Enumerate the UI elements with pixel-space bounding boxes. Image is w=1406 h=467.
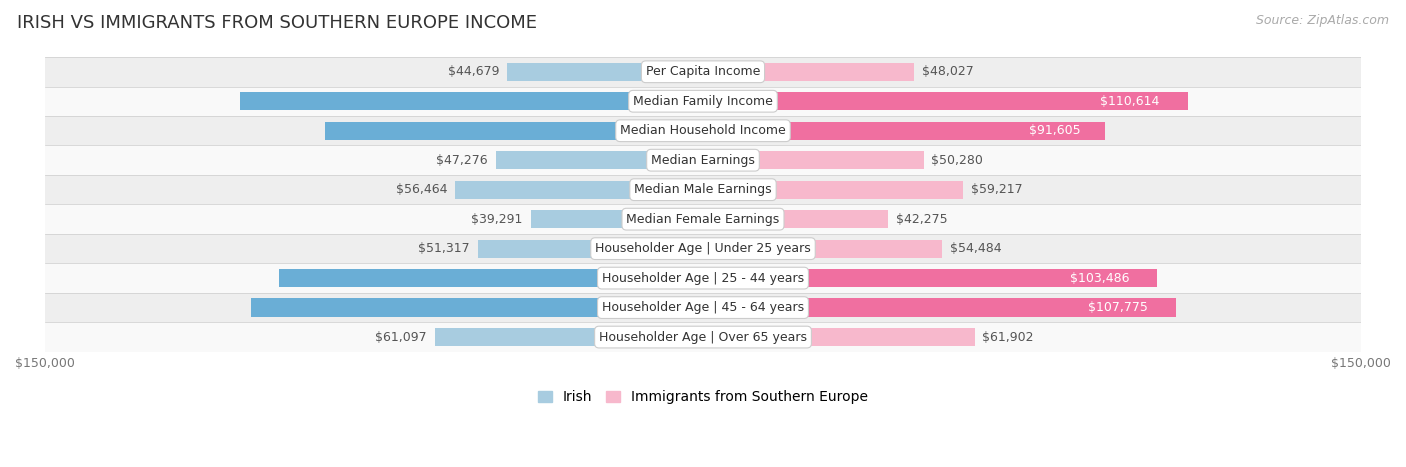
Bar (703, 63, 914, 81)
Text: IRISH VS IMMIGRANTS FROM SOUTHERN EUROPE INCOME: IRISH VS IMMIGRANTS FROM SOUTHERN EUROPE… (17, 14, 537, 32)
Bar (703, 181, 963, 199)
Text: Median Household Income: Median Household Income (620, 124, 786, 137)
Text: $86,145: $86,145 (681, 124, 733, 137)
Text: $61,097: $61,097 (375, 331, 427, 344)
Bar (703, 269, 1157, 287)
Bar (530, 210, 703, 228)
Bar (703, 298, 1175, 317)
Bar (45, 86, 1361, 116)
Bar (45, 293, 1361, 322)
Legend: Irish, Immigrants from Southern Europe: Irish, Immigrants from Southern Europe (533, 385, 873, 410)
Bar (703, 92, 1188, 110)
Bar (45, 322, 1361, 352)
Bar (278, 269, 703, 287)
Bar (456, 181, 703, 199)
Bar (325, 121, 703, 140)
Bar (45, 116, 1361, 145)
Bar (703, 210, 889, 228)
Text: Median Family Income: Median Family Income (633, 95, 773, 108)
Bar (495, 151, 703, 170)
Text: Median Female Earnings: Median Female Earnings (627, 212, 779, 226)
Text: Householder Age | 45 - 64 years: Householder Age | 45 - 64 years (602, 301, 804, 314)
Text: $91,605: $91,605 (1029, 124, 1081, 137)
Text: $42,275: $42,275 (897, 212, 948, 226)
Text: Householder Age | 25 - 44 years: Householder Age | 25 - 44 years (602, 272, 804, 284)
Text: Median Male Earnings: Median Male Earnings (634, 183, 772, 196)
Text: $59,217: $59,217 (970, 183, 1022, 196)
Text: $96,730: $96,730 (678, 272, 730, 284)
Bar (508, 63, 703, 81)
Bar (45, 145, 1361, 175)
Text: Source: ZipAtlas.com: Source: ZipAtlas.com (1256, 14, 1389, 27)
Text: Median Earnings: Median Earnings (651, 154, 755, 167)
Text: $44,679: $44,679 (447, 65, 499, 78)
Bar (703, 240, 942, 258)
Text: $105,453: $105,453 (675, 95, 735, 108)
Bar (434, 328, 703, 346)
Bar (250, 298, 703, 317)
Bar (703, 121, 1105, 140)
Text: $56,464: $56,464 (396, 183, 447, 196)
Bar (45, 205, 1361, 234)
Bar (703, 151, 924, 170)
Text: Householder Age | Under 25 years: Householder Age | Under 25 years (595, 242, 811, 255)
Bar (703, 328, 974, 346)
Text: $103,067: $103,067 (676, 301, 735, 314)
Bar (45, 175, 1361, 205)
Text: $50,280: $50,280 (932, 154, 983, 167)
Text: $103,486: $103,486 (1070, 272, 1130, 284)
Text: $107,775: $107,775 (1088, 301, 1147, 314)
Bar (240, 92, 703, 110)
Text: $61,902: $61,902 (983, 331, 1033, 344)
Text: $39,291: $39,291 (471, 212, 523, 226)
Text: $110,614: $110,614 (1099, 95, 1159, 108)
Text: $47,276: $47,276 (436, 154, 488, 167)
Bar (45, 57, 1361, 86)
Text: Householder Age | Over 65 years: Householder Age | Over 65 years (599, 331, 807, 344)
Text: $48,027: $48,027 (921, 65, 973, 78)
Text: Per Capita Income: Per Capita Income (645, 65, 761, 78)
Text: $51,317: $51,317 (419, 242, 470, 255)
Bar (478, 240, 703, 258)
Bar (45, 234, 1361, 263)
Bar (45, 263, 1361, 293)
Text: $54,484: $54,484 (950, 242, 1001, 255)
